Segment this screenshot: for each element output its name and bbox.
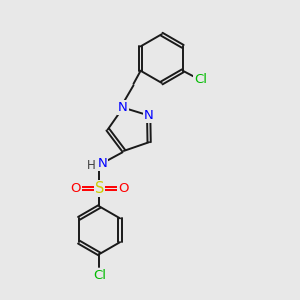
Text: S: S bbox=[95, 181, 104, 196]
Text: N: N bbox=[98, 157, 107, 170]
Text: H: H bbox=[87, 159, 95, 172]
Text: N: N bbox=[144, 109, 154, 122]
Text: O: O bbox=[70, 182, 81, 195]
Text: Cl: Cl bbox=[194, 73, 207, 86]
Text: N: N bbox=[118, 101, 128, 114]
Text: Cl: Cl bbox=[93, 269, 106, 282]
Text: O: O bbox=[118, 182, 128, 195]
